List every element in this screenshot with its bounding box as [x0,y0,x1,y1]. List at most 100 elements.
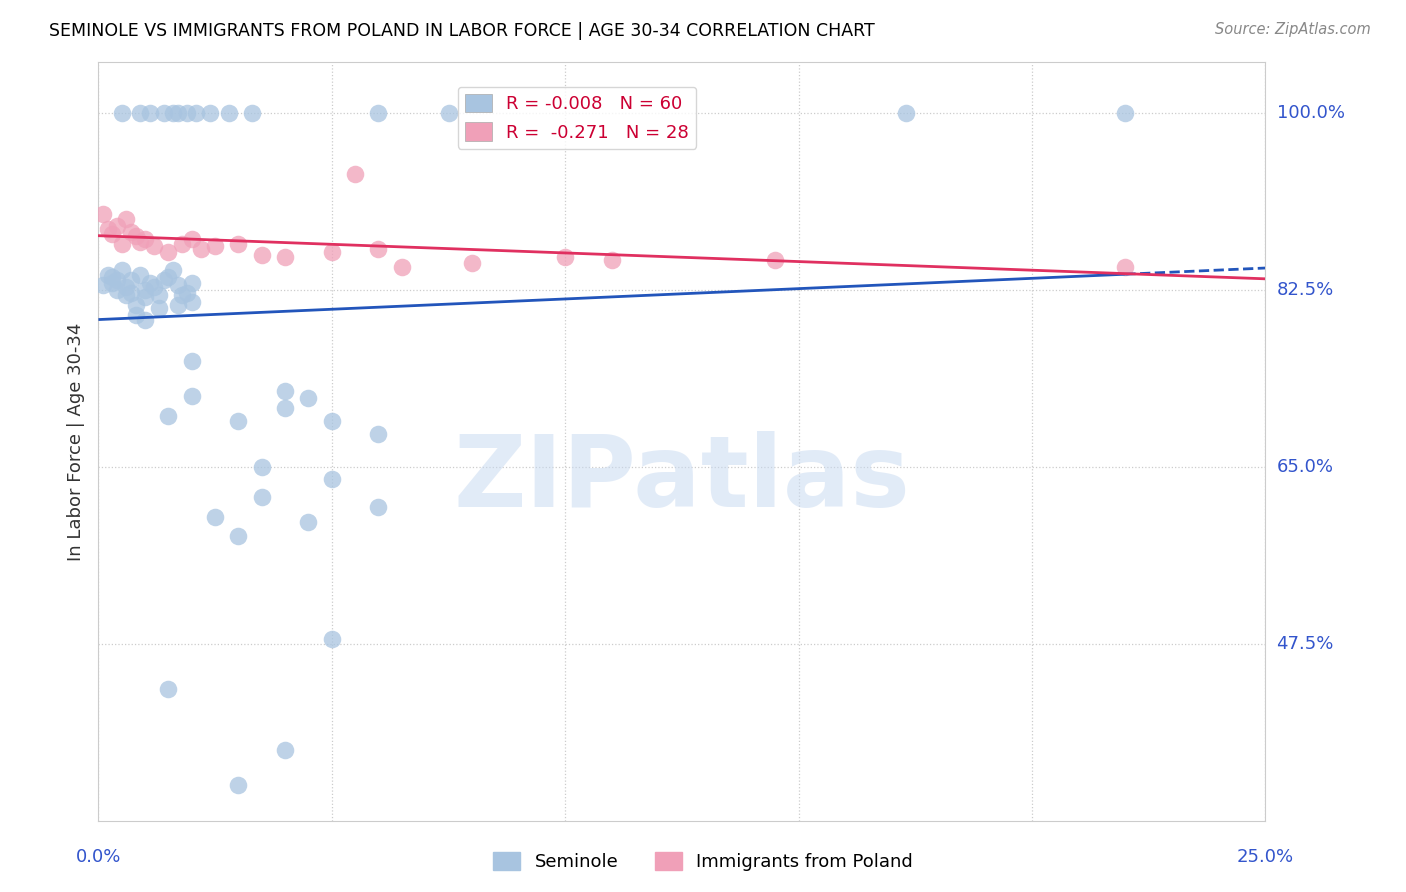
Point [97,222,120,236]
Point [180,276,202,290]
Point [554,250,576,264]
Point [134,290,156,304]
Point [125,229,148,244]
Point [321,472,343,486]
Point [461,255,484,269]
Point [134,283,156,297]
Point [129,268,152,282]
Point [101,227,124,242]
Point [176,285,198,300]
Point [180,295,202,310]
Point [105,283,128,297]
Point [157,245,180,260]
Point [321,414,343,428]
Point [125,308,148,322]
Legend: R = -0.008   N = 60, R =  -0.271   N = 28: R = -0.008 N = 60, R = -0.271 N = 28 [457,87,696,149]
Point [1114,260,1136,274]
Point [91,207,114,221]
Point [1114,106,1136,120]
Point [274,743,297,757]
Point [134,313,156,327]
Point [101,269,124,284]
Point [129,106,152,120]
Point [297,391,319,405]
Point [274,250,297,264]
Point [166,106,188,120]
Point [242,106,264,120]
Point [180,353,202,368]
Point [200,106,222,120]
Point [321,245,343,260]
Point [166,277,188,292]
Point [143,280,166,294]
Point [894,106,917,120]
Point [172,237,194,252]
Point [367,243,389,257]
Point [228,528,250,542]
Point [101,276,124,290]
Point [162,262,184,277]
Point [367,106,389,120]
Point [157,409,180,424]
Text: ZIPatlas: ZIPatlas [454,431,910,528]
Point [148,301,170,315]
Point [139,276,162,290]
Point [176,106,198,120]
Point [297,516,319,530]
Point [111,106,134,120]
Point [166,298,188,312]
Point [274,384,297,398]
Point [321,632,343,646]
Point [152,106,174,120]
Point [344,167,367,181]
Point [111,237,134,252]
Point [152,273,174,287]
Point [600,252,623,267]
Point [250,247,273,261]
Point [367,427,389,442]
Text: 25.0%: 25.0% [1237,848,1294,866]
Point [228,414,250,428]
Point [218,106,240,120]
Text: 0.0%: 0.0% [76,848,121,866]
Text: Source: ZipAtlas.com: Source: ZipAtlas.com [1215,22,1371,37]
Point [97,268,120,282]
Text: 65.0%: 65.0% [1277,458,1333,475]
Point [274,401,297,416]
Point [186,106,208,120]
Point [763,252,786,267]
Point [115,212,138,227]
Point [120,285,142,300]
Point [115,288,138,302]
Point [148,288,170,302]
Point [250,490,273,504]
Text: 100.0%: 100.0% [1277,104,1344,122]
Point [105,219,128,234]
Point [143,239,166,253]
Point [228,237,250,252]
Text: SEMINOLE VS IMMIGRANTS FROM POLAND IN LABOR FORCE | AGE 30-34 CORRELATION CHART: SEMINOLE VS IMMIGRANTS FROM POLAND IN LA… [49,22,875,40]
Legend: Seminole, Immigrants from Poland: Seminole, Immigrants from Poland [486,845,920,879]
Point [139,106,162,120]
Point [172,288,194,302]
Point [105,273,128,287]
Point [125,298,148,312]
Point [157,682,180,697]
Point [162,106,184,120]
Text: 82.5%: 82.5% [1277,281,1334,299]
Point [391,260,413,274]
Point [190,243,212,257]
Point [120,225,142,239]
Point [120,273,142,287]
Point [115,280,138,294]
Y-axis label: In Labor Force | Age 30-34: In Labor Force | Age 30-34 [66,322,84,561]
Point [180,232,202,246]
Point [157,269,180,284]
Point [367,500,389,515]
Point [180,389,202,403]
Point [204,239,226,253]
Point [250,459,273,474]
Point [204,510,226,524]
Text: 47.5%: 47.5% [1277,635,1334,653]
Point [134,232,156,246]
